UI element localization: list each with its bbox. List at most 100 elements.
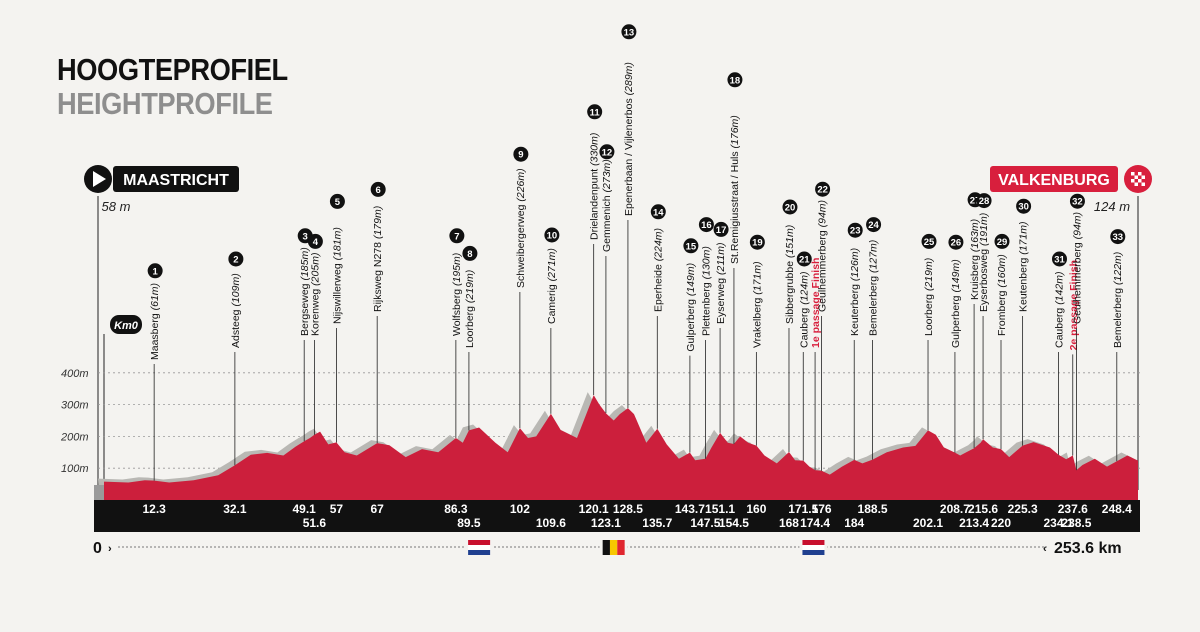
climb-marker: Sibbergrubbe (151m) 20 [782, 199, 798, 452]
climb-marker: Keutenberg (171m) 30 [1016, 198, 1032, 446]
climb-elevation: (211m) [715, 242, 727, 277]
climb-name: Cauberg [798, 308, 810, 348]
climb-label: Gemmenich (273m) [601, 159, 613, 252]
climb-label: Keutenberg (171m) [1018, 222, 1030, 312]
axis-end-label: 253.6 km [1054, 540, 1122, 557]
finish-label-box [990, 166, 1118, 192]
climb-number-badge [449, 228, 465, 244]
climb-name: Fromberg [996, 290, 1008, 336]
climb-name: Eperheide [652, 264, 664, 312]
climb-marker: Gulperberg (149m) 15 [683, 238, 699, 453]
climb-number: 10 [547, 231, 558, 242]
climb-label: Epenerbaan / Vijlenerbos (289m) [623, 62, 635, 216]
climb-elevation: (109m) [230, 273, 242, 309]
climb-label: Vrakelberg (171m) [751, 261, 763, 348]
climb-number-badge [847, 222, 863, 238]
netherlands-flag-icon [799, 539, 828, 556]
climb-name: 2e passage Finish [1068, 260, 1080, 350]
climb-number-badge [329, 193, 345, 209]
climb-number: 8 [467, 249, 472, 260]
climb-label: Cauberg (142m) [1053, 272, 1065, 348]
climb-number-badge [147, 263, 163, 279]
climb-name: Geulhemmerberg [1071, 242, 1083, 324]
climb-number: 22 [817, 185, 828, 196]
climb-label: Drielandenpunt (330m) [589, 133, 601, 240]
climb-elevation: (142m) [1053, 272, 1065, 308]
climb-label: Loorberg (219m) [464, 270, 476, 348]
climb-name: Camerig [546, 284, 558, 324]
flag-stripe [802, 545, 825, 550]
km-label: 128.5 [613, 502, 643, 516]
axis-start-label: 0 [93, 540, 102, 557]
distance-axis: 0 › ‹ 253.6 km [93, 539, 1122, 557]
climb-marker: Camerig (271m) 10 [544, 227, 560, 414]
climb-elevation: (126m) [849, 248, 861, 284]
climb-label: Bemelerberg (127m) [868, 240, 880, 336]
climb-number-badge [621, 24, 637, 40]
climb-number: 15 [686, 241, 697, 252]
climb-marker: Geulhemmerberg (94m) 32 [1069, 193, 1085, 471]
climb-number-badge [866, 217, 882, 233]
climb-number: 28 [979, 196, 990, 207]
climb-marker: Eperheide (224m) 14 [650, 204, 666, 429]
climb-number-badge [370, 181, 386, 197]
checker-square [1134, 175, 1138, 179]
climb-number: 1 [153, 266, 159, 277]
climb-label: Loorberg (219m) [923, 258, 935, 336]
climb-label: Camerig (271m) [546, 248, 558, 324]
climb-name: Keutenberg [1018, 258, 1030, 312]
climb-elevation: (179m) [372, 206, 384, 242]
checkered-pattern-icon [1131, 172, 1145, 186]
km-label: 188.5 [858, 502, 888, 516]
climb-number-badge [727, 72, 743, 88]
climb-marker: Drielandenpunt (330m) 11 [587, 104, 603, 396]
climb-elevation: (330m) [589, 133, 601, 169]
climb-number-badge [749, 234, 765, 250]
km-label: 238.5 [1061, 516, 1091, 530]
climb-name: Bemelerberg [1112, 288, 1124, 348]
climb-number: 23 [850, 226, 861, 237]
climb-label: Wolfsberg (195m) [451, 253, 463, 336]
chevron-right-icon: › [108, 543, 112, 555]
flag-stripe [468, 545, 491, 550]
km-label: 151.1 [705, 502, 735, 516]
finish-elevation: 124 m [1094, 199, 1130, 214]
climb-label: Gulperberg (149m) [950, 259, 962, 348]
flag-stripe [468, 540, 491, 545]
checker-square [1138, 172, 1142, 176]
climb-name: Epenerbaan / Vijlenerbos [623, 98, 635, 216]
climb-name: 1e passage Finish [810, 258, 822, 348]
climb-label: Geulhemmerberg (94m) [817, 200, 829, 312]
climb-name: Vrakelberg [751, 297, 763, 348]
start-marker: MAASTRICHT 58 m [84, 165, 239, 490]
km-label: 237.6 [1058, 502, 1088, 516]
climb-number-badge [513, 146, 529, 162]
climb-number: 11 [590, 107, 601, 118]
climb-elevation: (181m) [331, 227, 343, 263]
climb-label: Eperheide (224m) [652, 228, 664, 312]
climb-number: 20 [785, 203, 796, 214]
climb-number-badge [1110, 229, 1126, 245]
climb-number: 31 [1054, 255, 1065, 266]
climb-marker: Adsteeg (109m) 2 [228, 251, 244, 466]
climb-elevation: (226m) [515, 168, 527, 204]
climb-elevation: (61m) [149, 283, 161, 313]
climb-number: 26 [951, 238, 962, 249]
climb-number: 12 [602, 147, 613, 158]
climb-name: Korenweg [309, 289, 321, 336]
km-label: 143.7 [675, 502, 705, 516]
climb-label: Rijksweg N278 (179m) [372, 206, 384, 312]
climb-label: Korenweg (205m) [309, 253, 321, 336]
climb-name: Eyserbosweg [978, 249, 990, 312]
climb-marker: 1e passage Finish [810, 258, 822, 471]
climb-elevation: (127m) [868, 240, 880, 276]
play-icon [93, 171, 106, 187]
climb-number: 30 [1018, 202, 1029, 213]
climb-number: 17 [716, 225, 727, 236]
climb-number-badge [921, 233, 937, 249]
climb-number-badge [713, 221, 729, 237]
climb-elevation: (160m) [996, 254, 1008, 290]
climb-name: Adsteeg [230, 309, 242, 348]
climb-name: Nijswillerweg [331, 263, 343, 324]
climb-number-badge [1051, 251, 1067, 267]
